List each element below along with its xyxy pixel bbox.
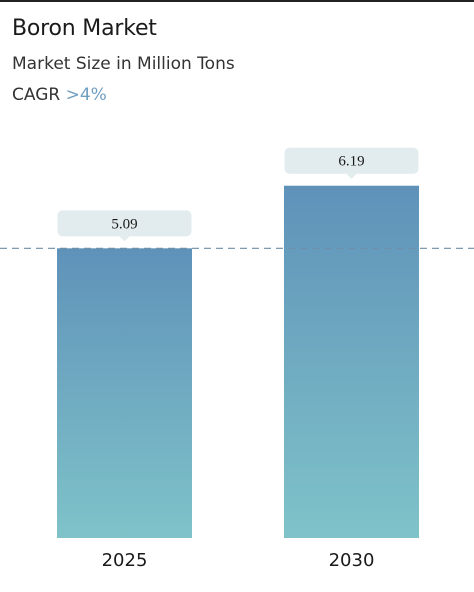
cagr-label: CAGR xyxy=(12,85,61,105)
data-label-box xyxy=(284,147,419,174)
cagr-line: CAGR >4% xyxy=(12,85,107,105)
data-label-2030: 6.19 xyxy=(284,147,419,179)
data-label-text: 5.09 xyxy=(111,216,137,232)
cagr-value: >4% xyxy=(65,85,107,105)
data-label-pointer xyxy=(119,236,130,242)
data-label-text: 6.19 xyxy=(338,154,364,170)
data-label-2025: 5.09 xyxy=(57,210,192,242)
data-label-box xyxy=(57,210,192,237)
data-label-pointer xyxy=(346,173,357,179)
chart-title: Boron Market xyxy=(12,16,157,41)
x-tick-2030: 2030 xyxy=(329,550,375,571)
bar-2030 xyxy=(284,185,419,538)
x-tick-2025: 2025 xyxy=(102,550,148,571)
chart-subtitle: Market Size in Million Tons xyxy=(12,54,235,74)
top-rule xyxy=(0,0,474,2)
bar-2025 xyxy=(57,248,192,538)
